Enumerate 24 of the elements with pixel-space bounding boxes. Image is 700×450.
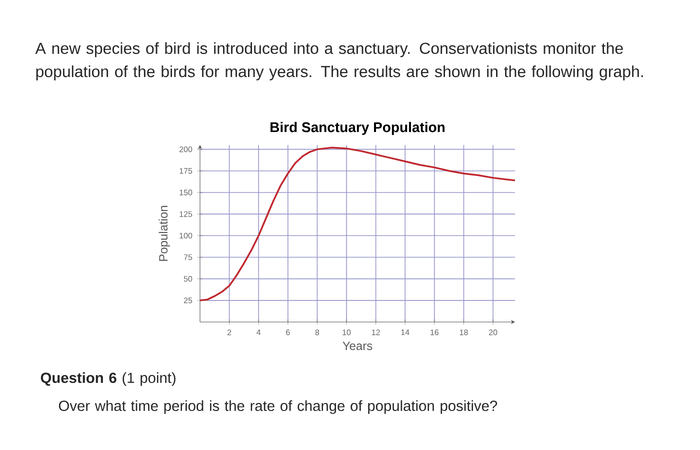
y-axis-title: Population: [158, 206, 170, 261]
y-tick-label: 175: [180, 168, 192, 174]
x-tick-label: 16: [430, 330, 439, 336]
y-tick-label: 25: [184, 298, 192, 304]
y-tick-label: 150: [180, 190, 192, 196]
x-tick-label: 2: [227, 330, 232, 336]
x-tick-label: 4: [256, 330, 261, 336]
text: Over what time period is the rate of change of population positive?: [58, 400, 498, 414]
x-axis-title: Years: [342, 342, 372, 350]
y-tick-label: 100: [180, 232, 192, 238]
text: A new species of bird is introduced into a sanctuary. Conservationists monitor the population of the birds for many years. The results are shown in the following graph.: [35, 42, 643, 80]
x-tick-label: 6: [286, 330, 290, 336]
x-tick-label: 12: [372, 330, 380, 336]
x-tick-label: 10: [342, 330, 351, 336]
y-tick-label: 200: [179, 146, 192, 152]
x-tick-label: 14: [401, 330, 410, 336]
chart-title: Bird Sanctuary Population: [270, 122, 445, 135]
x-tick-label: 18: [460, 330, 468, 336]
text: Question 6 (1 point): [40, 372, 176, 386]
x-tick-label: 8: [315, 330, 320, 336]
y-tick-label: 125: [180, 211, 192, 217]
y-tick-label: 50: [184, 276, 192, 282]
y-tick-label: 75: [184, 254, 192, 260]
x-tick-label: 20: [488, 330, 498, 336]
